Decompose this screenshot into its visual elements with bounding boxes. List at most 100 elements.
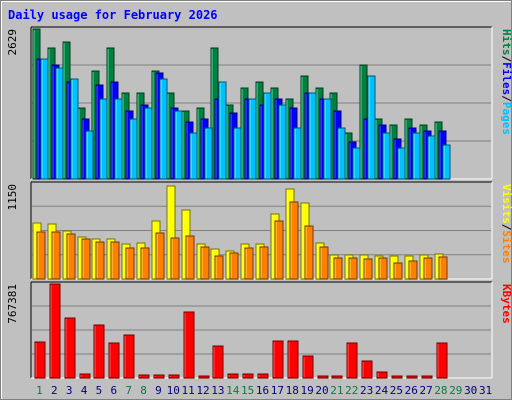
x-tick-label-30: 30 (464, 384, 477, 397)
x-tick-label-27: 27 (419, 384, 432, 397)
bar-pages-day-27 (427, 135, 436, 180)
bar-kbytes-day-26 (406, 375, 418, 379)
x-tick-label-19: 19 (300, 384, 313, 397)
bar-pages-day-24 (382, 132, 391, 180)
max-label-visits: 1150 (6, 184, 19, 211)
bar-pages-day-12 (204, 127, 213, 180)
panel-visits: 1150 Visits/Sites (6, 181, 512, 280)
x-tick-label-10: 10 (167, 384, 180, 397)
bar-kbytes-day-12 (198, 375, 210, 379)
bar-pages-day-8 (144, 107, 153, 180)
x-tick-label-22: 22 (345, 384, 358, 397)
bar-kbytes-day-11 (183, 311, 195, 379)
x-tick-label-11: 11 (182, 384, 195, 397)
bar-pages-day-22 (352, 147, 361, 180)
bar-pages-day-26 (412, 132, 421, 180)
legend-separator: / (500, 95, 512, 102)
bar-kbytes-day-2 (49, 283, 61, 379)
bar-pages-day-5 (99, 98, 108, 180)
x-tick-label-31: 31 (479, 384, 492, 397)
bar-sites-day-2 (51, 231, 61, 280)
bar-sites-day-12 (200, 246, 210, 280)
panel-kbytes: 767381 KBytes (6, 281, 512, 379)
series-pages (40, 58, 451, 180)
x-tick-label-12: 12 (196, 384, 209, 397)
bar-sites-day-6 (110, 241, 120, 280)
bar-pages-day-4 (85, 130, 94, 180)
x-axis-labels: 1 2 3 4 5 6 7 8 9 10 11 12 13 14 15 16 17 18 19 20 21 22 23 24 2… (36, 384, 492, 397)
max-label-kbytes: 767381 (6, 284, 19, 324)
bar-kbytes-day-5 (93, 324, 105, 379)
legend-entry-sites: Sites (500, 230, 512, 263)
bar-pages-day-16 (263, 92, 272, 180)
frame-highlight-top (1, 1, 511, 2)
bar-kbytes-day-17 (272, 340, 284, 379)
x-tick-label-15: 15 (241, 384, 254, 397)
x-tick-label-20: 20 (315, 384, 328, 397)
bar-kbytes-day-1 (34, 341, 46, 379)
bar-kbytes-day-9 (153, 374, 165, 379)
bar-sites-day-3 (66, 233, 76, 280)
x-tick-label-14: 14 (226, 384, 240, 397)
bar-kbytes-day-8 (138, 374, 150, 379)
bar-sites-day-27 (423, 257, 433, 280)
bar-sites-day-15 (244, 247, 254, 280)
series-legend-kbytes: KBytes (500, 284, 512, 324)
bar-kbytes-day-15 (242, 373, 254, 379)
series-legend-visits: Visits/Sites (500, 184, 512, 264)
bar-sites-day-10 (170, 237, 180, 280)
bar-pages-day-11 (189, 132, 198, 180)
bar-kbytes-day-25 (391, 375, 403, 379)
legend-entry-files: Files (500, 62, 512, 95)
series-legend-hits: Hits/Files/Pages (500, 29, 512, 135)
bar-sites-day-9 (155, 232, 165, 280)
x-tick-label-23: 23 (360, 384, 373, 397)
x-tick-label-2: 2 (51, 384, 58, 397)
bar-kbytes-day-19 (302, 355, 314, 379)
x-tick-label-16: 16 (256, 384, 269, 397)
bar-sites-day-19 (304, 225, 314, 280)
x-tick-label-17: 17 (271, 384, 284, 397)
bar-pages-day-9 (159, 78, 168, 180)
x-tick-label-18: 18 (286, 384, 299, 397)
bar-sites-day-11 (185, 235, 195, 280)
x-tick-label-21: 21 (330, 384, 343, 397)
bar-pages-day-14 (233, 127, 242, 180)
legend-entry-hits: Hits (500, 29, 512, 56)
bar-pages-day-19 (308, 92, 317, 180)
bar-pages-day-7 (129, 118, 138, 180)
series-sites (36, 201, 448, 280)
bar-kbytes-day-24 (376, 371, 388, 379)
bar-sites-day-4 (81, 238, 91, 280)
bar-kbytes-day-27 (421, 375, 433, 379)
bar-pages-day-1 (40, 58, 49, 180)
x-tick-label-13: 13 (211, 384, 224, 397)
x-tick-label-8: 8 (140, 384, 147, 397)
bar-pages-day-17 (278, 104, 287, 180)
legend-separator: / (500, 224, 512, 231)
bar-sites-day-28 (438, 256, 448, 280)
bar-sites-day-23 (363, 258, 373, 280)
bar-kbytes-day-23 (361, 360, 373, 379)
bar-pages-day-15 (248, 98, 257, 180)
bar-sites-day-7 (125, 247, 135, 280)
bar-kbytes-day-14 (227, 373, 239, 379)
bar-sites-day-21 (333, 257, 343, 280)
bar-sites-day-18 (289, 201, 299, 280)
bar-pages-day-3 (70, 78, 79, 180)
x-tick-label-7: 7 (125, 384, 132, 397)
x-tick-label-3: 3 (66, 384, 73, 397)
bar-sites-day-1 (36, 231, 46, 280)
panel-hits: 2629 Hits/Files/Pages (6, 26, 512, 180)
x-tick-label-26: 26 (405, 384, 418, 397)
bar-sites-day-25 (393, 262, 403, 280)
legend-entry-visits: Visits (500, 184, 512, 224)
x-tick-label-28: 28 (434, 384, 447, 397)
bar-kbytes-day-20 (317, 375, 329, 379)
bar-kbytes-day-22 (346, 342, 358, 379)
legend-entry-kbytes: KBytes (500, 284, 512, 324)
bar-sites-day-26 (408, 260, 418, 280)
bar-sites-day-8 (140, 247, 150, 280)
